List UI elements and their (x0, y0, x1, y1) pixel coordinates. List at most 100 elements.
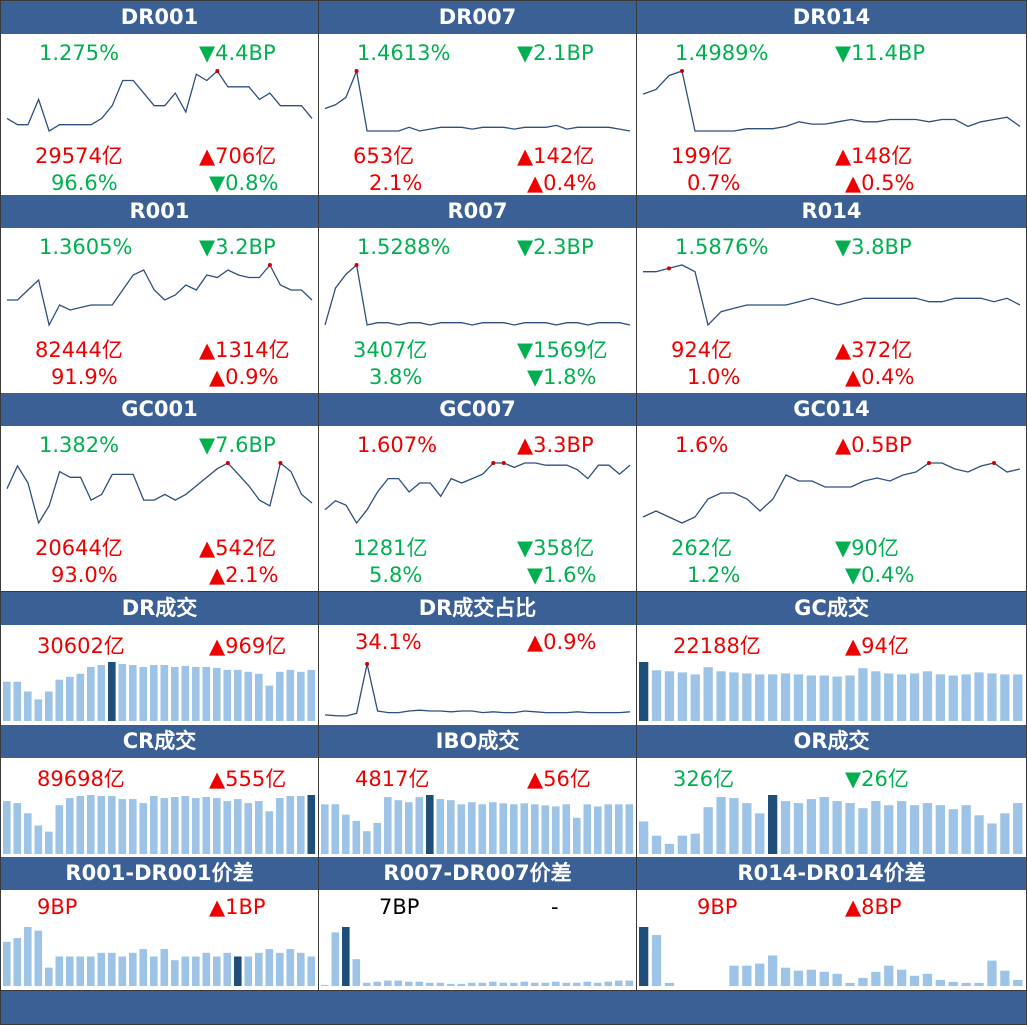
bar (690, 674, 700, 721)
bar (297, 952, 305, 986)
bar (255, 801, 263, 854)
bar (690, 833, 700, 854)
bar (223, 801, 232, 854)
peak-marker (491, 461, 496, 465)
bar (3, 801, 11, 854)
volume-bars (321, 927, 634, 986)
bar (352, 959, 361, 986)
series-line (324, 263, 631, 326)
rate-change: ▲0.5BP (835, 433, 912, 457)
bar (651, 670, 662, 721)
rate-sparkline (324, 461, 631, 525)
rate-sparkline (642, 69, 1021, 132)
share-change: ▲0.4% (527, 171, 597, 195)
bar (129, 665, 137, 721)
bar (639, 821, 649, 854)
panel-volume-2-0: R001-DR001价差 9BP ▲1BP (0, 857, 319, 991)
bar (384, 980, 392, 986)
bar (499, 803, 508, 854)
bar (755, 813, 765, 854)
panel-title: R007 (319, 195, 636, 228)
bar (768, 955, 778, 986)
bar (34, 825, 43, 854)
peak-marker (992, 461, 996, 465)
peak-marker (267, 263, 272, 267)
volume-change: ▲1314亿 (199, 338, 290, 362)
volume-bars (3, 662, 316, 721)
bar (276, 671, 284, 721)
bar (489, 981, 497, 986)
panel-title: R001-DR001价差 (1, 857, 318, 890)
panel-volume-2-2: R014-DR014价差 9BP ▲8BP (636, 857, 1027, 991)
volume-change: ▼90亿 (835, 536, 899, 560)
volume-value: 29574亿 (35, 144, 123, 168)
bar (520, 803, 529, 854)
bar (594, 806, 602, 854)
bar (373, 981, 382, 986)
bar (213, 667, 221, 721)
panel-volume-1-1: IBO成交 4817亿 ▲56亿 (318, 725, 637, 858)
bar (342, 814, 350, 854)
panel-dr001: DR001 1.275% ▼4.4BP 29574亿 ▲706亿 96.6% ▼0.8% (0, 0, 319, 196)
bar (780, 801, 791, 854)
bar (922, 803, 933, 854)
bar (118, 664, 127, 721)
share-value: 0.7% (687, 171, 741, 195)
bar (541, 805, 550, 854)
panel-dr014: DR014 1.4989% ▼11.4BP 199亿 ▲148亿 0.7% ▲0.5% (636, 0, 1027, 196)
bar (562, 804, 571, 854)
bar (625, 804, 634, 854)
rate-sparkline (6, 461, 313, 525)
bar (129, 799, 137, 854)
bar (625, 980, 634, 986)
bar (447, 983, 455, 986)
bar (531, 982, 539, 986)
rate-change: ▼3.8BP (835, 235, 912, 259)
panel-dr007: DR007 1.4613% ▼2.1BP 653亿 ▲142亿 2.1% ▲0.4% (318, 0, 637, 196)
volume-bars (639, 662, 1023, 721)
bar (499, 982, 508, 986)
bar (1013, 674, 1023, 721)
bar (716, 797, 726, 854)
bar (573, 817, 581, 854)
bar (664, 671, 675, 721)
panel-volume-2-1: R007-DR007价差 7BP - (318, 857, 637, 991)
bar (729, 798, 739, 854)
bar (871, 671, 881, 721)
panel-title: DR成交占比 (319, 592, 636, 625)
bar (150, 956, 158, 986)
bar (307, 669, 316, 721)
panel-gc007: GC007 1.607% ▲3.3BP 1281亿 ▼358亿 5.8% ▼1.6% (318, 393, 637, 592)
bar (87, 795, 95, 854)
rate-change: ▼2.1BP (517, 41, 594, 65)
peak-marker (354, 69, 359, 73)
bar (3, 681, 11, 721)
metric-change: - (551, 895, 559, 919)
bar (331, 932, 340, 986)
series-line (7, 263, 313, 327)
bar (34, 699, 43, 721)
panel-r007: R007 1.5288% ▼2.3BP 3407亿 ▼1569亿 3.8% ▼1.8% (318, 195, 637, 394)
bar (583, 804, 592, 854)
bar (780, 967, 791, 986)
rate-sparkline (324, 68, 631, 132)
metric-change: ▲56亿 (527, 767, 591, 791)
share-change: ▼0.4% (845, 563, 915, 587)
rate-value: 1.382% (39, 433, 120, 457)
volume-value: 3407亿 (353, 338, 428, 362)
bar (716, 671, 726, 721)
metric-change: ▲8BP (845, 895, 902, 919)
bar (436, 982, 445, 986)
panel-r001: R001 1.3605% ▼3.2BP 82444亿 ▲1314亿 91.9% ▲0.9% (0, 195, 319, 394)
share-value: 93.0% (51, 563, 118, 587)
share-change: ▼0.8% (209, 171, 279, 195)
metric-value: 4817亿 (355, 767, 430, 791)
bar (531, 804, 539, 854)
bar (974, 672, 984, 721)
bar (415, 797, 424, 854)
bar (150, 796, 158, 854)
bar (935, 979, 945, 986)
bar (909, 975, 920, 986)
bar (468, 982, 476, 986)
bar (118, 799, 127, 854)
